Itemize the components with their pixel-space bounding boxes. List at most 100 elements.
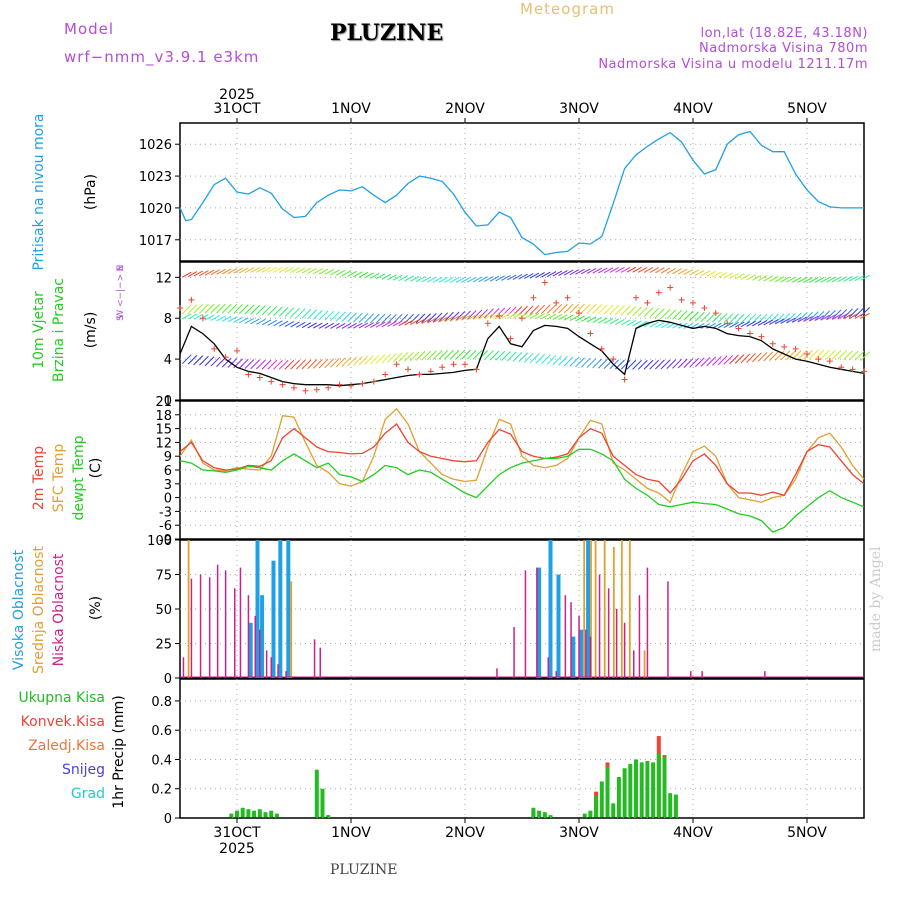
wind-barb bbox=[655, 359, 665, 370]
wind-barb bbox=[694, 357, 705, 368]
wind-gust-mark bbox=[553, 299, 560, 306]
cloud-low-bar bbox=[285, 671, 287, 678]
wind-barb bbox=[586, 358, 597, 368]
wind-barb bbox=[375, 313, 386, 324]
wind-barb bbox=[438, 316, 449, 323]
wind-barb bbox=[700, 356, 711, 367]
y-tick-label: -9 bbox=[159, 533, 172, 548]
page-title: PLUZINE bbox=[330, 20, 444, 46]
cloud-low-bar bbox=[667, 581, 669, 678]
wind-gust-mark bbox=[530, 294, 537, 301]
wind-barb bbox=[569, 356, 580, 367]
wind-barb bbox=[392, 320, 403, 327]
wind-barb bbox=[455, 311, 466, 321]
wind-gust-mark bbox=[279, 381, 286, 388]
wind-barb bbox=[307, 267, 317, 274]
precip-total-bar bbox=[673, 794, 678, 818]
wind-gust-mark bbox=[758, 333, 765, 340]
wind-barb bbox=[700, 322, 711, 329]
wind-barb bbox=[461, 310, 471, 321]
wind-barb bbox=[461, 314, 471, 321]
wind-barb bbox=[364, 272, 374, 279]
wind-barb bbox=[353, 271, 363, 278]
wind-barb bbox=[330, 269, 340, 276]
cloud-low-bar bbox=[182, 657, 185, 678]
precip-total-bar bbox=[594, 796, 599, 818]
precip-total-bar bbox=[611, 803, 616, 818]
wind-barb bbox=[261, 319, 272, 326]
y-tick-label: 0 bbox=[164, 492, 172, 507]
wind-barb bbox=[421, 350, 432, 361]
wind-barb bbox=[552, 270, 563, 277]
cloud-side-label-1: Visoka Oblacnost bbox=[11, 549, 27, 670]
wind-barb bbox=[244, 359, 255, 369]
cloud-side-label-3: Niska Oblacnost bbox=[51, 553, 67, 666]
wind-barb bbox=[666, 267, 677, 274]
wind-barb bbox=[438, 312, 449, 323]
cloud-high-bar bbox=[260, 595, 265, 678]
wind-barb bbox=[655, 308, 665, 319]
wind-barb bbox=[632, 320, 642, 327]
model-label: Model bbox=[64, 20, 115, 38]
wind-barb bbox=[370, 313, 380, 324]
cloud-low-bar bbox=[247, 595, 250, 678]
wind-barb bbox=[843, 308, 853, 319]
wind-barb bbox=[221, 268, 232, 275]
cloud-low-bar bbox=[208, 577, 211, 678]
wind-barb bbox=[860, 351, 870, 362]
wind-barb bbox=[387, 274, 397, 281]
wind-barb bbox=[837, 350, 848, 360]
wind-barb bbox=[216, 357, 226, 368]
wind-barb bbox=[244, 304, 255, 315]
wind-gust-mark bbox=[370, 378, 377, 385]
wind-barb bbox=[586, 268, 597, 274]
precip-total-bar bbox=[320, 788, 325, 818]
y-tick-label: 1023 bbox=[139, 170, 172, 185]
wind-barb bbox=[290, 307, 300, 318]
wind-barb bbox=[791, 317, 802, 323]
wind-barb bbox=[524, 312, 534, 319]
wind-barb bbox=[182, 271, 192, 278]
cloud-side-label-2: Srednja Oblacnost bbox=[31, 546, 47, 674]
wind-gust-mark bbox=[861, 368, 867, 375]
y-tick-label: 8 bbox=[164, 312, 172, 327]
wind-barb bbox=[335, 323, 346, 329]
wind-barb bbox=[586, 303, 597, 314]
wind-barb bbox=[598, 358, 608, 369]
wind-barb bbox=[227, 268, 238, 274]
cloud-high-bar bbox=[537, 567, 542, 678]
wind-barb bbox=[347, 312, 357, 323]
wind-barb bbox=[723, 272, 734, 279]
wind-barb bbox=[278, 266, 289, 273]
panel-frame-precip bbox=[179, 678, 865, 819]
wind-barb bbox=[808, 311, 819, 322]
x-top-label: 5NOV bbox=[787, 101, 827, 117]
wind-barb bbox=[250, 359, 261, 370]
cloud-low-bar bbox=[598, 574, 601, 678]
wind-barb bbox=[324, 310, 335, 321]
precip-total-bar bbox=[246, 809, 251, 818]
precip-total-bar bbox=[235, 810, 239, 818]
wind-barb bbox=[427, 317, 437, 324]
temp-2m-line bbox=[179, 423, 865, 497]
meteogram-label: Meteogram bbox=[520, 0, 615, 18]
wind-barb bbox=[387, 353, 397, 363]
precip-total-bar bbox=[531, 807, 536, 818]
wind-barb bbox=[603, 267, 614, 274]
wind-barb bbox=[318, 310, 329, 321]
cloud-high-bar bbox=[255, 540, 260, 678]
wind-barb bbox=[797, 316, 808, 323]
wind-barb bbox=[580, 357, 591, 368]
wind-barb bbox=[484, 308, 494, 319]
panel-frame-wind bbox=[179, 261, 865, 401]
wind-barb bbox=[404, 275, 414, 282]
wind-barb bbox=[729, 354, 739, 365]
wind-barb bbox=[752, 274, 762, 281]
wind-barb bbox=[592, 304, 603, 314]
wind-gust-mark bbox=[667, 284, 674, 291]
precip-legend-item: Ukupna Kisa bbox=[18, 690, 105, 706]
cloud-low-bar bbox=[564, 595, 567, 678]
wind-barb bbox=[706, 312, 717, 323]
wind-barb bbox=[734, 353, 745, 364]
wind-barb bbox=[193, 355, 204, 366]
